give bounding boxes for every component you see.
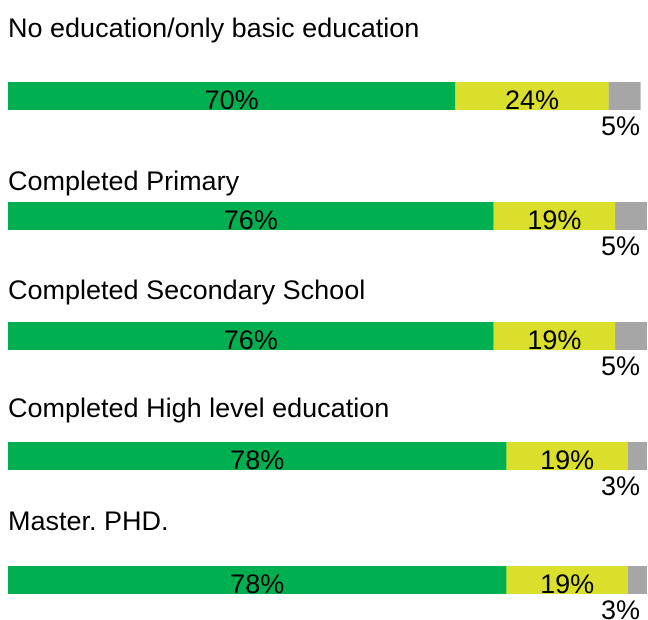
value-label: 19% xyxy=(540,569,594,599)
value-label: 24% xyxy=(505,85,559,115)
bar-segment xyxy=(627,566,647,594)
bar-segment xyxy=(608,82,641,110)
value-label: 76% xyxy=(224,325,278,355)
bar-segment xyxy=(493,202,616,230)
bar-segment xyxy=(8,202,494,230)
value-label: 5% xyxy=(601,351,640,381)
category-label: Completed Primary xyxy=(8,166,240,196)
category-label: Completed Secondary School xyxy=(8,275,365,305)
bar-segment xyxy=(493,322,616,350)
bar-segment xyxy=(8,566,507,594)
bar-segment xyxy=(615,322,647,350)
bar-segment xyxy=(8,82,456,110)
bar-segment xyxy=(615,202,647,230)
value-label: 70% xyxy=(205,85,259,115)
value-label: 78% xyxy=(230,569,284,599)
value-label: 19% xyxy=(540,445,594,475)
value-label: 5% xyxy=(601,111,640,141)
category-label: Master. PHD. xyxy=(8,506,169,536)
value-label: 76% xyxy=(224,205,278,235)
value-label: 19% xyxy=(527,205,581,235)
value-label: 5% xyxy=(601,231,640,261)
value-label: 78% xyxy=(230,445,284,475)
bar-segment xyxy=(455,82,609,110)
value-label: 3% xyxy=(601,595,640,620)
value-label: 3% xyxy=(601,471,640,501)
category-label: No education/only basic education xyxy=(8,13,419,43)
bar-segment xyxy=(506,442,628,470)
bar-segment xyxy=(8,322,494,350)
bar-segment xyxy=(627,442,647,470)
bar-segment xyxy=(506,566,628,594)
value-label: 19% xyxy=(527,325,581,355)
category-label: Completed High level education xyxy=(8,393,389,423)
bar-segment xyxy=(8,442,507,470)
